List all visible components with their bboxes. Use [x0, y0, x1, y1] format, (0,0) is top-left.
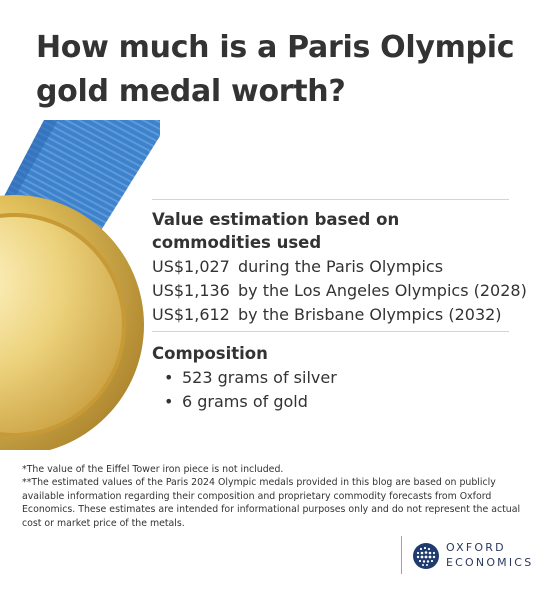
oxford-economics-logo: OXFORD ECONOMICS [401, 536, 541, 576]
estimate-row: US$1,612 by the Brisbane Olympics (2032) [152, 303, 502, 327]
list-item: • 523 grams of silver [164, 366, 337, 390]
footnote-disclaimer: **The estimated values of the Paris 2024… [22, 477, 521, 529]
logo-wordmark: OXFORD ECONOMICS [446, 540, 533, 570]
globe-icon [413, 543, 439, 569]
estimate-label: by the Brisbane Olympics (2032) [238, 305, 502, 324]
divider-top [152, 199, 509, 200]
divider-middle [152, 331, 509, 332]
estimate-label: during the Paris Olympics [238, 257, 444, 276]
footnote-eiffel: *The value of the Eiffel Tower iron piec… [22, 464, 284, 475]
logo-line-economics: ECONOMICS [446, 556, 534, 569]
estimate-amount: US$1,136 [152, 281, 230, 300]
page-title: How much is a Paris Olympic gold medal w… [36, 30, 515, 109]
bullet-icon: • [164, 392, 174, 411]
logo-line-oxford: OXFORD [446, 541, 506, 554]
composition-heading: Composition [152, 344, 268, 363]
bullet-icon: • [164, 368, 174, 387]
composition-item: 6 grams of gold [182, 392, 308, 411]
estimate-row: US$1,136 by the Los Angeles Olympics (202… [152, 279, 527, 303]
gold-medal-illustration [0, 120, 160, 450]
medal-disc [0, 195, 144, 450]
logo-divider [401, 536, 402, 574]
estimate-label: by the Los Angeles Olympics (2028) [238, 281, 527, 300]
estimate-amount: US$1,612 [152, 305, 230, 324]
composition-item: 523 grams of silver [182, 368, 337, 387]
list-item: • 6 grams of gold [164, 390, 308, 414]
estimate-amount: US$1,027 [152, 257, 230, 276]
footnotes: *The value of the Eiffel Tower iron piec… [22, 463, 532, 530]
value-estimation-heading: Value estimation based on commodities us… [152, 210, 400, 252]
estimate-row: US$1,027 during the Paris Olympics [152, 255, 443, 279]
